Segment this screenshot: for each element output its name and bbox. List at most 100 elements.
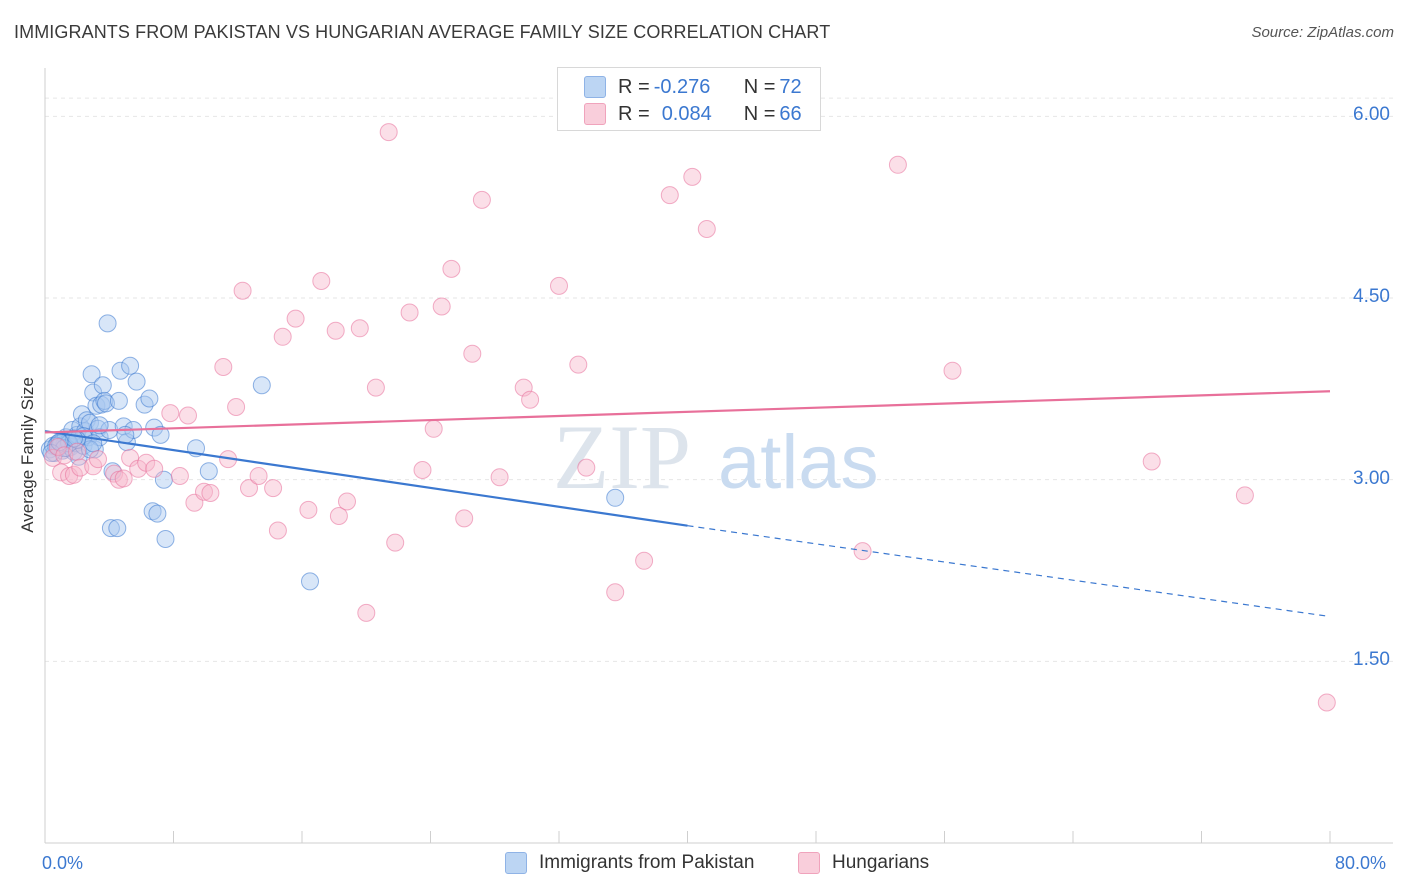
hungarian-trend-line [44, 390, 1331, 434]
hungarian-point [329, 507, 348, 525]
pakistan-point [82, 365, 101, 384]
pakistan-point [143, 502, 162, 521]
hungarian-point [1142, 452, 1161, 471]
pakistan-point [93, 376, 112, 395]
pakistan-point [151, 425, 170, 444]
hungarian-point [44, 448, 62, 467]
legend-item-hungarians: Hungarians [798, 852, 929, 874]
hungarian-point [550, 276, 568, 295]
correlation-legend: R = -0.276 N = 72 R = 0.084 N = 66 [557, 67, 821, 131]
legend-swatch-pakistan [505, 852, 527, 874]
hungarian-point [264, 479, 283, 498]
hungarian-point [635, 551, 654, 570]
legend-n-label: N = [743, 102, 776, 125]
hungarian-point [145, 459, 164, 478]
hungarian-point [326, 321, 345, 340]
legend-item-pakistan: Immigrants from Pakistan [505, 852, 754, 874]
source-label: Source: ZipAtlas.com [1251, 24, 1394, 41]
hungarian-point [214, 358, 233, 376]
hungarian-point [195, 482, 213, 501]
legend-n-label: N = [743, 75, 776, 98]
trend-lines [44, 390, 1331, 618]
hungarian-point [1317, 693, 1336, 712]
hungarian-point [386, 533, 405, 552]
y-tick-label: 6.00 [1353, 104, 1390, 126]
legend-swatch-hungarians [584, 103, 606, 125]
hungarian-point [357, 603, 376, 622]
pakistan-point [111, 361, 130, 380]
pakistan-point [98, 314, 117, 333]
pakistan-point [109, 391, 128, 410]
watermark-zip: ZIP [553, 406, 691, 508]
y-axis-title: Average Family Size [18, 377, 37, 533]
legend-row-hungarians: R = 0.084 N = 66 [584, 101, 802, 127]
hungarian-point [606, 583, 625, 602]
hungarian-point [114, 469, 133, 488]
chart-title: IMMIGRANTS FROM PAKISTAN VS HUNGARIAN AV… [14, 22, 831, 42]
legend-swatch-hungarians [798, 852, 820, 874]
hungarian-point [943, 361, 962, 380]
hungarian-point [170, 467, 189, 485]
y-tick-label: 3.00 [1353, 467, 1390, 489]
legend-row-pakistan: R = -0.276 N = 72 [584, 74, 802, 100]
hungarian-point [442, 259, 461, 278]
pakistan-point [101, 519, 120, 538]
hungarian-point [366, 378, 385, 397]
pakistan-trend-line [44, 430, 688, 527]
legend-label-pakistan: Immigrants from Pakistan [539, 852, 755, 873]
x-tick-label-min: 0.0% [42, 853, 84, 873]
hungarian-point [432, 297, 451, 316]
hungarian-point [268, 521, 287, 540]
hungarian-point [577, 458, 596, 477]
hungarian-point [350, 319, 369, 338]
pakistan-point [606, 488, 625, 507]
pakistan-point [140, 389, 159, 408]
hungarian-point [379, 123, 398, 142]
hungarian-point [71, 458, 90, 477]
hungarian-point [455, 509, 474, 528]
hungarian-point [1235, 486, 1254, 505]
legend-r-label: R = [618, 102, 650, 125]
pakistan-point [108, 519, 127, 538]
hungarian-point [413, 461, 432, 479]
legend-r-label: R = [618, 75, 650, 98]
legend-label-hungarians: Hungarians [832, 852, 930, 873]
hungarian-point [683, 167, 702, 186]
hungarian-point [400, 303, 419, 322]
hungarian-point [569, 355, 588, 374]
pakistan-point [135, 395, 154, 414]
legend-r-value: -0.276 [653, 75, 711, 98]
pakistan-point [199, 462, 218, 481]
hungarian-point [89, 450, 107, 469]
hungarian-point [64, 465, 83, 484]
gridlines [45, 97, 1393, 662]
hungarian-point [888, 155, 907, 174]
pakistan-point [148, 504, 167, 523]
hungarian-point [490, 468, 509, 487]
hungarian-point [697, 220, 716, 238]
hungarian-point [273, 327, 292, 346]
hungarian-point [660, 186, 679, 205]
hungarian-point [521, 390, 540, 409]
hungarian-point [240, 479, 258, 498]
y-tick-label: 4.50 [1353, 286, 1390, 307]
hungarian-point [338, 492, 356, 511]
hungarian-point [299, 500, 318, 519]
hungarian-point [312, 272, 331, 290]
pakistan-point [127, 372, 146, 391]
hungarian-point [201, 484, 220, 502]
hungarian-point [161, 404, 180, 423]
hungarian-point [424, 419, 443, 438]
watermark-atlas: atlas [718, 420, 879, 505]
hungarian-point [105, 464, 124, 483]
hungarian-point [227, 398, 246, 416]
hungarian-point [286, 309, 305, 328]
pakistan-point [121, 356, 140, 375]
legend-r-value: 0.084 [661, 102, 712, 125]
hungarian-point [179, 406, 197, 425]
hungarian-point [472, 190, 491, 209]
hungarian-point [233, 281, 252, 300]
hungarian-point [463, 344, 482, 363]
legend-n-value: 72 [779, 75, 802, 98]
